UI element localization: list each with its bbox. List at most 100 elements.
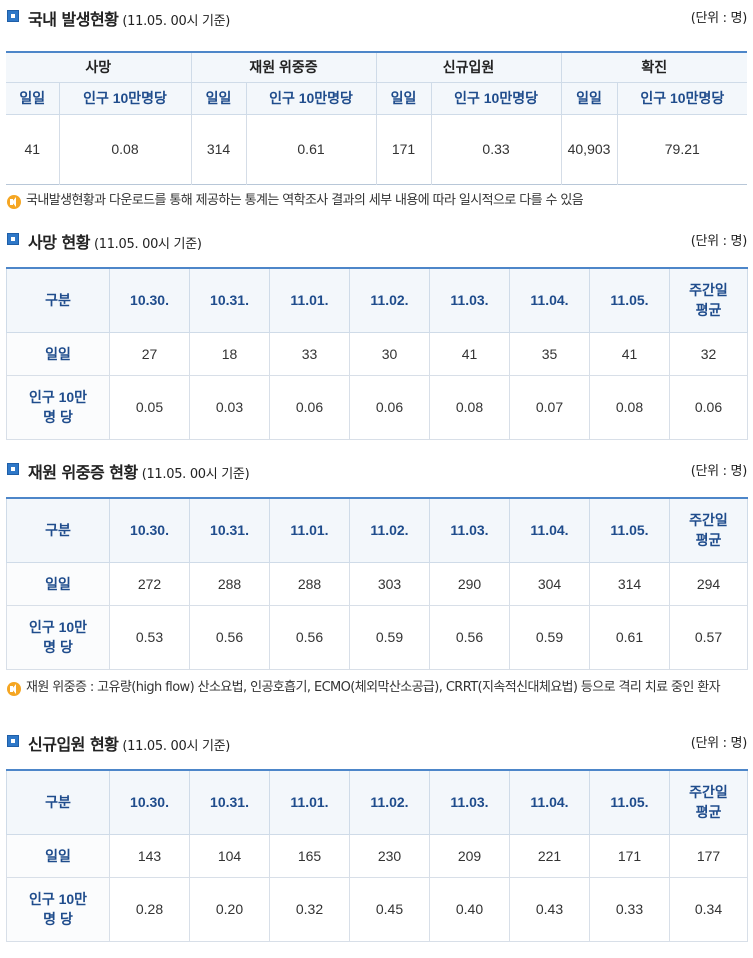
cell: 0.33	[589, 876, 670, 942]
header-category: 구분	[6, 497, 110, 563]
header-date: 10.31.	[189, 769, 270, 835]
cell: 0.20	[189, 876, 270, 942]
domestic-section-header: 국내 발생현황 (11.05. 00시 기준) (단위 : 명)	[0, 6, 753, 29]
square-bullet-icon	[7, 735, 19, 747]
table-row: 인구 10만 명 당 0.05 0.03 0.06 0.06 0.08 0.07 …	[6, 374, 748, 440]
cell: 41	[589, 331, 670, 376]
domestic-note: 국내발생현황과 다운로드를 통해 제공하는 통계는 역학조사 결과의 세부 내용…	[7, 194, 747, 209]
deaths-daily-value: 41	[6, 114, 60, 184]
cell: 27	[109, 331, 190, 376]
header-date: 11.01.	[269, 497, 350, 563]
header-date: 10.30.	[109, 769, 190, 835]
table-row: 일일 272 288 288 303 290 304 314 294	[6, 561, 748, 606]
header-date: 10.30.	[109, 497, 190, 563]
deaths-per100k-value: 0.08	[58, 114, 192, 184]
sub-header-daily: 일일	[190, 81, 247, 115]
header-date: 11.01.	[269, 267, 350, 333]
cell: 314	[589, 561, 670, 606]
cell: 0.28	[109, 876, 190, 942]
cell: 41	[429, 331, 510, 376]
sub-header-per100k: 인구 10만명당	[245, 81, 377, 115]
row-label-per100k: 인구 10만 명 당	[6, 374, 110, 440]
cell: 0.59	[349, 604, 430, 670]
header-date: 11.03.	[429, 497, 510, 563]
cell: 0.59	[509, 604, 590, 670]
cell: 0.05	[109, 374, 190, 440]
sub-header-daily: 일일	[6, 81, 60, 115]
unit-label: (단위 : 명)	[690, 464, 748, 479]
header-date: 11.02.	[349, 497, 430, 563]
cell: 0.43	[509, 876, 590, 942]
severe-section-header: 재원 위중증 현황 (11.05. 00시 기준) (단위 : 명)	[0, 459, 753, 482]
cell: 33	[269, 331, 350, 376]
table-row: 일일 143 104 165 230 209 221 171 177	[6, 833, 748, 878]
cell: 288	[189, 561, 270, 606]
cell: 0.06	[349, 374, 430, 440]
cell: 0.57	[669, 604, 748, 670]
header-date: 11.02.	[349, 267, 430, 333]
square-bullet-icon	[7, 233, 19, 245]
header-date: 11.02.	[349, 769, 430, 835]
header-weekly-average: 주간일 평균	[669, 497, 748, 563]
group-header-deaths: 사망	[6, 51, 192, 83]
header-date: 11.03.	[429, 267, 510, 333]
cell: 0.40	[429, 876, 510, 942]
group-header-admissions: 신규입원	[375, 51, 562, 83]
cell: 221	[509, 833, 590, 878]
group-header-severe: 재원 위중증	[190, 51, 377, 83]
sub-header-daily: 일일	[375, 81, 432, 115]
row-label-per100k: 인구 10만 명 당	[6, 604, 110, 670]
header-weekly-average: 주간일 평균	[669, 769, 748, 835]
cell: 294	[669, 561, 748, 606]
admissions-per100k-value: 0.33	[430, 114, 562, 184]
row-label-daily: 일일	[6, 833, 110, 878]
cell: 177	[669, 833, 748, 878]
note-text: 재원 위중증 : 고유량(high flow) 산소요법, 인공호흡기, ECM…	[26, 680, 721, 695]
header-date: 11.05.	[589, 497, 670, 563]
cell: 104	[189, 833, 270, 878]
header-date: 10.30.	[109, 267, 190, 333]
header-weekly-average: 주간일 평균	[669, 267, 748, 333]
cell: 171	[589, 833, 670, 878]
cell: 30	[349, 331, 430, 376]
sub-header-per100k: 인구 10만명당	[616, 81, 748, 115]
row-label-per100k: 인구 10만 명 당	[6, 876, 110, 942]
header-category: 구분	[6, 267, 110, 333]
table-row: 인구 10만 명 당 0.28 0.20 0.32 0.45 0.40 0.43 …	[6, 876, 748, 942]
sub-header-per100k: 인구 10만명당	[58, 81, 192, 115]
header-date: 11.04.	[509, 267, 590, 333]
cell: 143	[109, 833, 190, 878]
table-row: 41 0.08 314 0.61 171 0.33 40,903 79.21	[6, 114, 748, 184]
severe-table: 구분 10.30. 10.31. 11.01. 11.02. 11.03. 11…	[6, 497, 748, 670]
cell: 165	[269, 833, 350, 878]
cell: 0.45	[349, 876, 430, 942]
header-date: 10.31.	[189, 267, 270, 333]
section-title: 국내 발생현황 (11.05. 00시 기준)	[28, 10, 231, 29]
cell: 303	[349, 561, 430, 606]
unit-label: (단위 : 명)	[690, 11, 748, 26]
speaker-icon	[7, 195, 21, 209]
cell: 0.08	[429, 374, 510, 440]
cell: 0.03	[189, 374, 270, 440]
admissions-table: 구분 10.30. 10.31. 11.01. 11.02. 11.03. 11…	[6, 769, 748, 942]
cell: 230	[349, 833, 430, 878]
cell: 0.56	[269, 604, 350, 670]
cell: 35	[509, 331, 590, 376]
admissions-daily-value: 171	[375, 114, 432, 184]
deaths-table: 구분 10.30. 10.31. 11.01. 11.02. 11.03. 11…	[6, 267, 748, 440]
header-date: 11.01.	[269, 769, 350, 835]
cell: 0.53	[109, 604, 190, 670]
row-label-daily: 일일	[6, 331, 110, 376]
cell: 304	[509, 561, 590, 606]
section-title: 재원 위중증 현황 (11.05. 00시 기준)	[28, 463, 250, 482]
basis-date: (11.05. 00시 기준)	[141, 467, 250, 482]
square-bullet-icon	[7, 463, 19, 475]
severe-per100k-value: 0.61	[245, 114, 377, 184]
cell: 18	[189, 331, 270, 376]
sub-header-per100k: 인구 10만명당	[430, 81, 562, 115]
cell: 0.06	[669, 374, 748, 440]
cell: 290	[429, 561, 510, 606]
basis-date: (11.05. 00시 기준)	[122, 14, 231, 29]
speaker-icon	[7, 682, 21, 696]
cell: 0.08	[589, 374, 670, 440]
